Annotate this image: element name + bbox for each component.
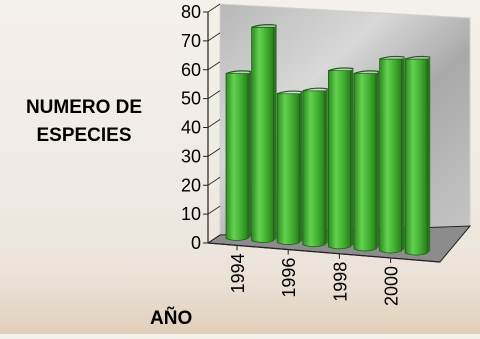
y-tick-depth — [207, 32, 221, 42]
y-tick-label: 10 — [181, 204, 201, 224]
bar — [251, 26, 274, 243]
x-tick-label: 1996 — [279, 258, 299, 298]
y-tick-depth — [207, 90, 221, 99]
y-tick-label: 30 — [181, 146, 201, 166]
bar-top — [302, 87, 328, 92]
bar — [353, 73, 377, 252]
bar-side — [324, 88, 328, 245]
y-tick-label: 60 — [181, 60, 201, 80]
bar-side — [299, 91, 303, 243]
y-axis-label: NUMERO DE ESPECIES — [4, 94, 164, 150]
bar-side — [350, 68, 354, 247]
bar — [328, 70, 351, 250]
x-tick-label: 1994 — [228, 253, 248, 293]
y-tick-depth — [207, 176, 221, 186]
bar-side — [376, 71, 379, 249]
y-axis-label-line2: ESPECIES — [36, 125, 132, 146]
bar-top — [379, 55, 405, 60]
x-axis-line — [207, 242, 441, 263]
y-tick-label: 20 — [181, 175, 201, 195]
bar-top — [276, 90, 303, 95]
bar-top — [404, 55, 431, 60]
bar — [225, 73, 249, 241]
x-tick-label: 1998 — [330, 262, 350, 302]
y-tick-depth — [207, 148, 221, 157]
y-tick-depth — [207, 205, 221, 215]
y-tick-label: 40 — [181, 118, 201, 138]
y-tick-label: 70 — [181, 31, 201, 51]
y-tick-depth — [207, 3, 221, 13]
bar — [404, 58, 428, 256]
bar-top — [251, 24, 277, 28]
bar-side — [427, 57, 431, 254]
y-tick-label: 0 — [191, 233, 201, 253]
bar — [379, 58, 402, 254]
bar-side — [248, 71, 251, 239]
y-axis-label-line1: NUMERO DE — [25, 97, 143, 118]
y-tick-depth — [207, 234, 221, 244]
x-tick-label: 2000 — [382, 266, 402, 306]
y-tick-depth — [207, 61, 221, 71]
bar-top — [353, 70, 380, 75]
y-tick-label: 80 — [181, 2, 201, 22]
bar-side — [273, 25, 277, 241]
bar — [302, 90, 326, 248]
bar — [276, 93, 300, 246]
bar-top — [328, 67, 354, 72]
x-axis-label: AÑO — [150, 308, 193, 329]
bar-top — [225, 70, 252, 75]
y-tick-depth — [207, 119, 221, 128]
bar-side — [401, 57, 405, 252]
y-tick-label: 50 — [181, 89, 201, 109]
